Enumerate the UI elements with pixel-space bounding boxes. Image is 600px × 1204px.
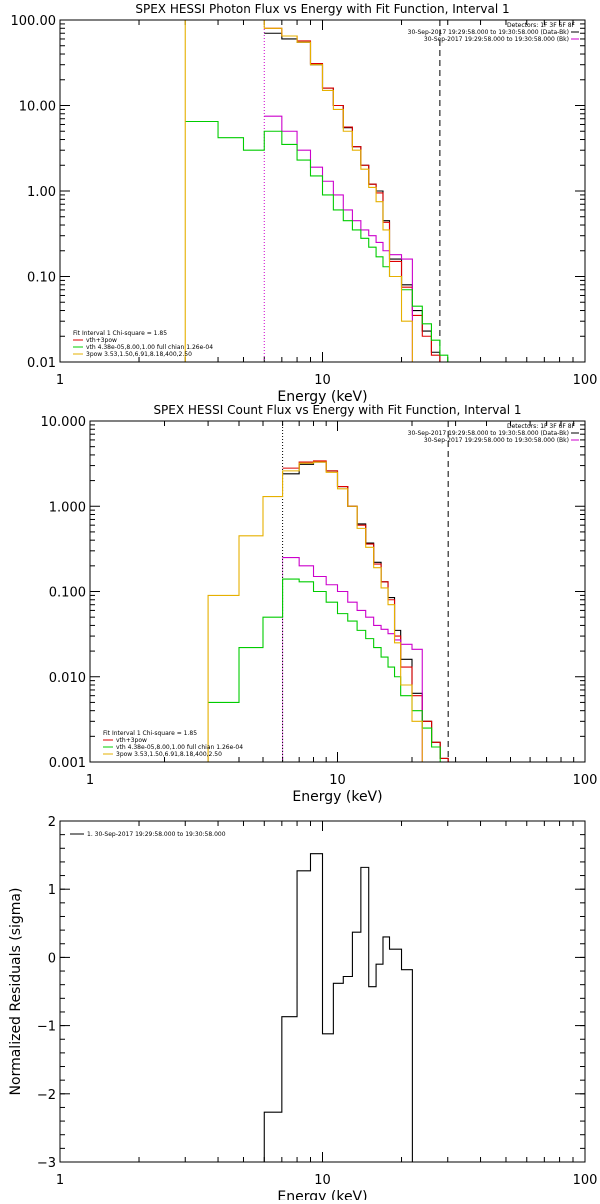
series-3-histogram xyxy=(282,557,423,762)
panel-3: 1 10 100 Energy (keV) −3 −2 −1 0 1 2 Normalized Re… xyxy=(8,815,598,1204)
plot-frame xyxy=(59,19,586,363)
x-tick-label: 10 xyxy=(329,773,346,788)
data-area xyxy=(184,20,449,362)
y-tick-label: 0.100 xyxy=(49,586,86,601)
x-tick-label: 1 xyxy=(86,773,94,788)
fit-legend-label: 3pow 3.53,1.50,6.91,8.18,400,2.50 xyxy=(86,351,192,358)
x-tick-label: 10 xyxy=(314,373,331,388)
fit-legend-label: vth 4.38e-05,8.00,1.00 full chian 1.26e-… xyxy=(86,344,213,351)
series-3-histogram xyxy=(264,115,413,362)
fit-legend-header: Fit Interval 1 Chi-square = 1.85 xyxy=(73,330,167,337)
series-4-histogram xyxy=(185,120,449,362)
legend-label: 30-Sep-2017 19:29:58.000 to 19:30:58.000… xyxy=(408,29,569,36)
series-5-histogram xyxy=(207,461,423,762)
y-tick-label: 10.00 xyxy=(19,100,56,115)
plot-frame xyxy=(89,420,586,763)
legend-header: Detectors: 1F 3F 6F 8F xyxy=(507,22,576,29)
x-tick-label: 100 xyxy=(573,373,598,388)
x-tick-label: 100 xyxy=(573,1173,598,1188)
data-area xyxy=(263,853,413,1162)
fit-legend-label: vth+3pow xyxy=(86,337,117,344)
series-1-histogram xyxy=(264,32,441,362)
x-axis-label: Energy (keV) xyxy=(292,789,382,805)
y-tick-label: 1 xyxy=(48,883,56,898)
fit-legend-label: vth 4.38e-05,8.00,1.00 full chian 1.26e-… xyxy=(116,744,243,751)
y-tick-label: 0.10 xyxy=(27,271,56,286)
fit-legend-header: Fit Interval 1 Chi-square = 1.85 xyxy=(103,730,197,737)
legend-label: 30-Sep-2017 19:29:58.000 to 19:30:58.000… xyxy=(424,437,569,444)
y-tick-label: 10.000 xyxy=(41,415,87,430)
data-area xyxy=(207,421,449,762)
series-1-histogram xyxy=(263,853,413,1162)
y-tick-label: 0 xyxy=(48,951,56,966)
y-tick-label: 100.00 xyxy=(11,14,57,29)
y-tick-label: 1.00 xyxy=(27,185,56,200)
legend-header: Detectors: 1F 3F 6F 8F xyxy=(507,423,576,430)
legend-label: 1. 30-Sep-2017 19:29:58.000 to 19:30:58.… xyxy=(87,831,226,838)
plot-frame xyxy=(59,820,586,1163)
fit-legend-label: 3pow 3.53,1.50,6.91,8.18,400,2.50 xyxy=(116,751,222,758)
x-axis-label: Energy (keV) xyxy=(277,1189,367,1200)
y-tick-label: 0.01 xyxy=(27,356,56,371)
x-axis-label: Energy (keV) xyxy=(277,389,367,405)
y-axis-label: Normalized Residuals (sigma) xyxy=(8,888,24,1096)
panel-2: SPEX HESSI Count Flux vs Energy with Fit… xyxy=(41,403,598,805)
x-tick-label: 100 xyxy=(573,773,598,788)
x-tick-label: 1 xyxy=(56,373,64,388)
panel-1: SPEX HESSI Photon Flux vs Energy with Fi… xyxy=(11,2,598,405)
chart-title: SPEX HESSI Photon Flux vs Energy with Fi… xyxy=(135,2,509,16)
y-tick-label: −2 xyxy=(37,1088,56,1103)
y-tick-label: 0.010 xyxy=(49,671,86,686)
x-tick-label: 10 xyxy=(314,1173,331,1188)
legend-label: 30-Sep-2017 19:29:58.000 to 19:30:58.000… xyxy=(408,430,569,437)
y-tick-label: 0.001 xyxy=(49,756,86,771)
chart-title: SPEX HESSI Count Flux vs Energy with Fit… xyxy=(153,403,521,417)
series-2-histogram xyxy=(264,27,441,362)
y-tick-label: −1 xyxy=(37,1020,56,1035)
y-tick-label: −3 xyxy=(37,1156,56,1171)
y-tick-label: 2 xyxy=(48,815,56,830)
x-tick-label: 1 xyxy=(56,1173,64,1188)
series-5-histogram xyxy=(184,20,423,362)
series-4-histogram xyxy=(208,578,441,762)
legend-label: 30-Sep-2017 19:29:58.000 to 19:30:58.000… xyxy=(424,36,569,43)
fit-legend-label: vth+3pow xyxy=(116,737,147,744)
y-tick-label: 1.000 xyxy=(49,500,86,515)
